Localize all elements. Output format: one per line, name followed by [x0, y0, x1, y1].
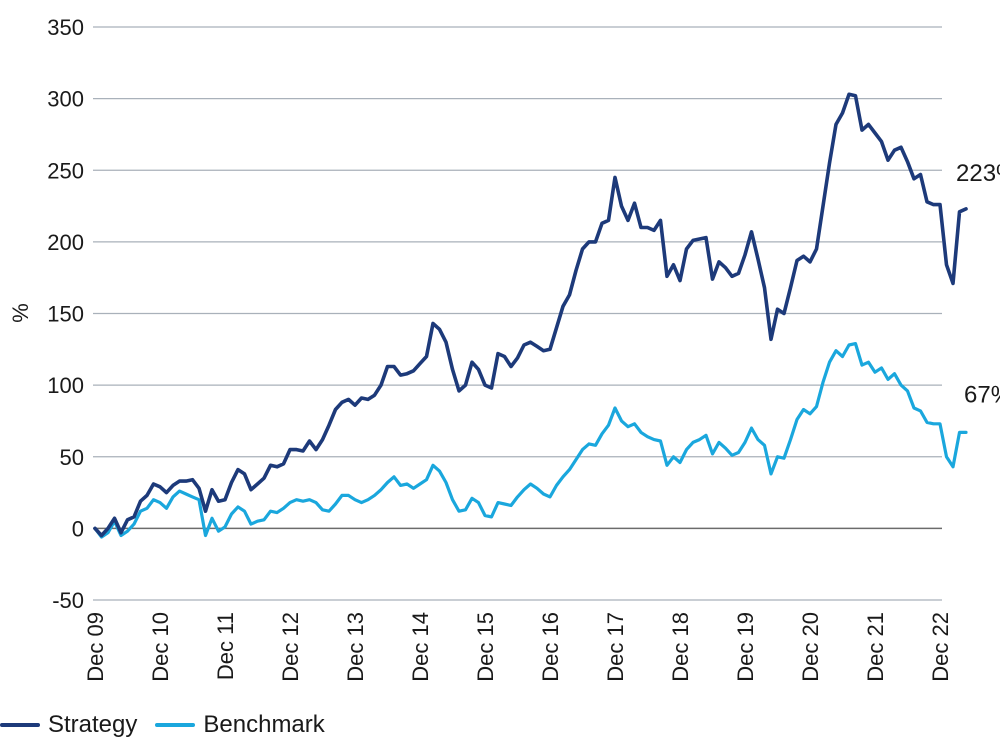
x-tick-label: Dec 12	[278, 612, 303, 682]
end-label-strategy: 223%	[956, 160, 1000, 187]
end-label-benchmark: 67%	[964, 381, 1000, 408]
y-tick-label: 100	[47, 373, 84, 398]
x-axis-tick-labels: Dec 09 Dec 10 Dec 11 Dec 12 Dec 13 Dec 14 Dec …	[83, 612, 953, 682]
y-axis-label: %	[8, 303, 33, 323]
y-tick-label: 50	[60, 445, 84, 470]
x-tick-label: Dec 17	[603, 612, 628, 682]
x-tick-label: Dec 11	[213, 612, 238, 680]
x-tick-label: Dec 18	[668, 612, 693, 682]
legend-label-benchmark: Benchmark	[203, 711, 325, 738]
x-tick-label: Dec 19	[733, 612, 758, 682]
y-tick-label: 150	[47, 302, 84, 327]
x-tick-label: Dec 09	[83, 612, 108, 682]
y-tick-label: 0	[72, 516, 84, 541]
legend: Strategy Benchmark	[0, 708, 325, 742]
legend-item-benchmark: Benchmark	[155, 711, 325, 739]
legend-swatch-strategy	[0, 723, 40, 727]
y-tick-label: 300	[47, 87, 84, 112]
x-tick-label: Dec 15	[473, 612, 498, 682]
series-lines	[93, 92, 968, 539]
x-tick-label: Dec 22	[928, 612, 953, 682]
x-tick-label: Dec 14	[408, 612, 433, 682]
y-tick-label: 200	[47, 230, 84, 255]
x-tick-label: Dec 10	[148, 612, 173, 682]
legend-swatch-benchmark	[155, 723, 196, 727]
gridlines	[93, 26, 942, 601]
legend-item-strategy: Strategy	[0, 711, 137, 739]
series-line-strategy	[93, 92, 968, 538]
y-axis-tick-labels: -50 0 50 100 150 200 250 300 350	[47, 15, 84, 613]
legend-label-strategy: Strategy	[48, 711, 138, 738]
y-tick-label: 250	[47, 158, 84, 183]
x-tick-label: Dec 13	[343, 612, 368, 682]
x-tick-label: Dec 20	[798, 612, 823, 682]
y-tick-label: -50	[52, 588, 84, 613]
y-tick-label: 350	[47, 15, 84, 40]
x-tick-label: Dec 21	[863, 612, 888, 682]
series-end-labels: 67% 223%	[956, 160, 1000, 408]
x-tick-label: Dec 16	[538, 612, 563, 682]
series-line-benchmark	[93, 342, 968, 539]
